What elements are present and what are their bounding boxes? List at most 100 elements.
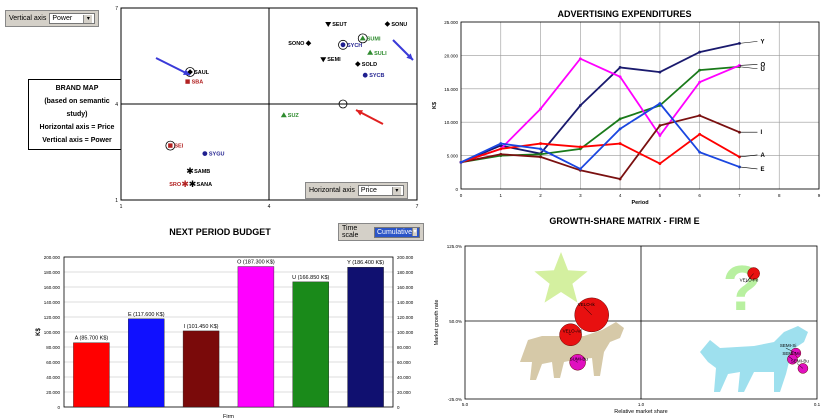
time-scale-control: Time scale Cumulative ▾ (338, 223, 424, 241)
series-line (460, 57, 740, 164)
brand-point (362, 72, 368, 78)
arrow-icon (392, 39, 414, 61)
series-point (698, 150, 702, 154)
brand-point-label: SEMI (327, 57, 341, 63)
y-tick-label: 50.0% (449, 319, 462, 324)
y-axis-title: K$ (432, 102, 438, 109)
series-label: Y (760, 39, 764, 45)
x-tick-label: 6 (698, 193, 701, 198)
y-tick-label: 140.000 (44, 300, 61, 305)
y-tick-label: 200.000 (44, 255, 61, 260)
series-point (539, 152, 542, 156)
brand-point: ✱ (181, 179, 189, 189)
budget-title: NEXT PERIOD BUDGET (169, 227, 271, 237)
series-point (698, 80, 702, 84)
y-tick-label: 180.000 (44, 270, 61, 275)
brand-point (320, 57, 327, 63)
arrow-icon (356, 110, 363, 116)
bubble-label: VELO-Ik (578, 302, 596, 307)
brand-point (367, 49, 374, 55)
y-tick-label: 0 (455, 187, 458, 192)
y-tick-label: 0 (57, 405, 60, 410)
dog-icon (700, 326, 808, 392)
x-tick-label: 1.0 (638, 402, 645, 407)
bar-data-label: I (101.450 K$) (184, 324, 219, 330)
growth-title: GROWTH-SHARE MATRIX - FIRM E (549, 216, 700, 226)
series-leader (739, 64, 758, 66)
y-tick-label: 80.000 (46, 345, 60, 350)
series-point (658, 162, 662, 166)
growth-panel: GROWTH-SHARE MATRIX - FIRM E 125.0% 50.0%… (424, 212, 825, 420)
x-tick-label: 8 (778, 193, 781, 198)
brand-point (355, 61, 361, 67)
series-point (539, 142, 542, 145)
brand-point (340, 42, 346, 48)
bubble-label: VELO-Ad (563, 329, 583, 334)
growth-chart: 125.0% 50.0% -25.0%5.0 1.0 0.1 Relative marke… (434, 244, 821, 415)
x-tick-label: 2 (539, 193, 542, 198)
cow-icon (520, 322, 624, 380)
y-tick-label-right: 0 (397, 405, 400, 410)
bar-data-label: U (166.850 K$) (292, 275, 329, 281)
bar (128, 318, 165, 408)
x-axis-title: Relative market share (614, 409, 668, 415)
bar-data-label: Y (186.400 K$) (347, 260, 384, 266)
advertising-chart: 0 5.000 10.000 15.000 20.000 25.000 0 1 2 3 4 5 6 7 8 9… (432, 20, 821, 206)
brand-point (187, 69, 193, 75)
star-icon (534, 252, 588, 303)
brand-point-label: SUZ (288, 113, 300, 119)
chevron-down-icon[interactable]: ▾ (83, 14, 93, 23)
info-line-1: BRAND MAP (55, 85, 99, 92)
advertising-panel: ADVERTISING EXPENDITURES 0 5.000 10.000 15.… (424, 0, 825, 212)
vertical-axis-select[interactable]: Power ▾ (49, 13, 96, 24)
question-mark-icon: ? (722, 252, 761, 324)
series-point (698, 114, 702, 117)
horizontal-axis-select[interactable]: Price ▾ (357, 185, 404, 196)
time-scale-select[interactable]: Cumulative ▾ (374, 226, 420, 238)
series-point (459, 160, 463, 164)
bubble-leader (788, 356, 793, 360)
brand-point-label: SRO (169, 182, 182, 188)
y-tick-label: 10.000 (444, 120, 458, 125)
highlight-ring (357, 33, 368, 44)
brand-point: ✱ (189, 179, 197, 189)
y-tick-label-right: 140.000 (397, 300, 414, 305)
plot-frame (63, 256, 394, 408)
x-tick-label: 4 (619, 193, 622, 198)
x-axis-title: Period (631, 200, 648, 206)
series-label: U (760, 67, 764, 73)
bar (182, 330, 220, 408)
y-tick-label: 160.000 (44, 285, 61, 290)
highlight-ring (338, 99, 348, 109)
brand-point (359, 35, 366, 41)
brand-point (384, 21, 391, 27)
chevron-down-icon[interactable]: ▾ (412, 228, 417, 236)
brand-point-label: SULI (374, 51, 387, 57)
brand-point-label: SOLD (362, 62, 377, 68)
x-tick-label: 5.0 (462, 402, 469, 407)
series-label: A (760, 153, 765, 159)
arrow-icon (406, 53, 413, 60)
horizontal-axis-value: Price (360, 187, 377, 194)
vertical-axis-value: Power (52, 15, 73, 22)
brand-point-label: SONU (391, 22, 407, 28)
info-line-3: Horizontal axis = Price (39, 124, 115, 131)
plot-frame (120, 7, 418, 201)
budget-chart: 0 0 20.000 20.000 40.000 40.000 60.000 60.000 80… (36, 255, 414, 420)
series-line (460, 42, 740, 164)
y-tick-label-right: 180.000 (397, 270, 414, 275)
bar-data-label: O (187.300 K$) (237, 260, 275, 266)
series-line (460, 114, 740, 180)
y-tick-label-right: 80.000 (397, 345, 411, 350)
plot-frame (460, 21, 820, 190)
series-leader (739, 166, 758, 170)
y-tick-label: 5.000 (447, 154, 459, 159)
bubble-label: VELO-Fe (740, 278, 759, 283)
series-point (618, 75, 622, 79)
series-point (658, 70, 662, 74)
y-tick-label-right: 60.000 (397, 360, 411, 365)
series-point (499, 142, 503, 145)
chevron-down-icon[interactable]: ▾ (391, 186, 401, 195)
brand-point-label: SYGU (209, 152, 225, 158)
series-point (698, 132, 702, 136)
